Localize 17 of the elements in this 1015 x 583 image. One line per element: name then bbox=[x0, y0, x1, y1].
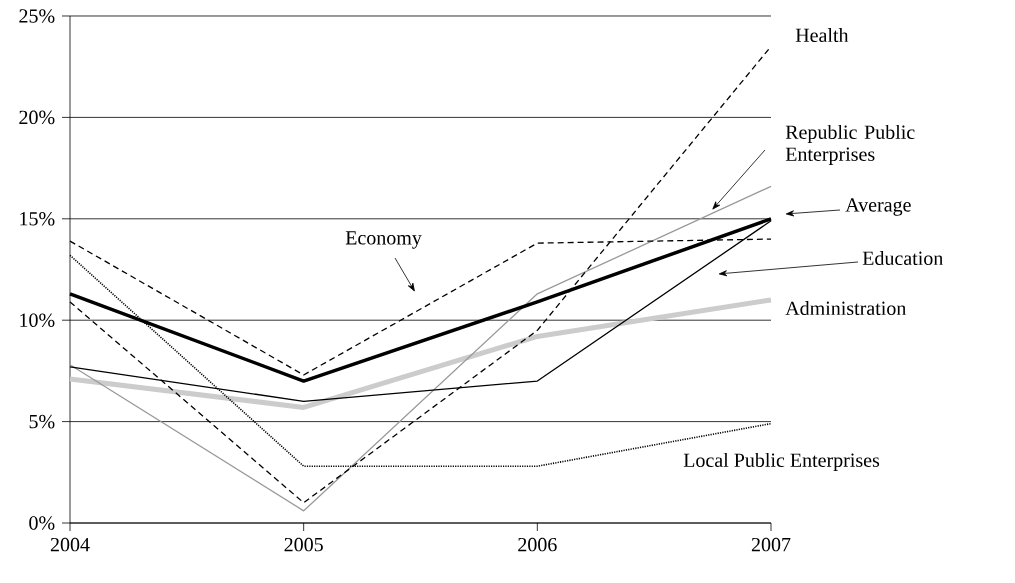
y-tick-label: 15% bbox=[20, 212, 55, 226]
text: Economy bbox=[345, 231, 422, 249]
text: Education bbox=[862, 250, 944, 266]
series-label: Health bbox=[795, 27, 849, 43]
x-tick-label: 2005 bbox=[284, 537, 323, 552]
x-tick-label: 2006 bbox=[518, 537, 557, 552]
series-label: Administration bbox=[785, 300, 907, 316]
y-tick-label: 5% bbox=[29, 414, 55, 429]
legend-label: Average bbox=[845, 198, 911, 216]
x-tick-label: 2007 bbox=[751, 537, 791, 552]
y-tick-label: 25% bbox=[19, 9, 55, 23]
y-tick-label: 10% bbox=[20, 313, 55, 327]
y-tick-label: 0% bbox=[29, 516, 55, 530]
series-label: Republic Public Enterprises bbox=[785, 124, 915, 166]
y-tick-label: 20% bbox=[19, 110, 55, 125]
series-label: Local Public Enterprises bbox=[683, 452, 880, 472]
x-tick-label: 2004 bbox=[50, 537, 90, 552]
